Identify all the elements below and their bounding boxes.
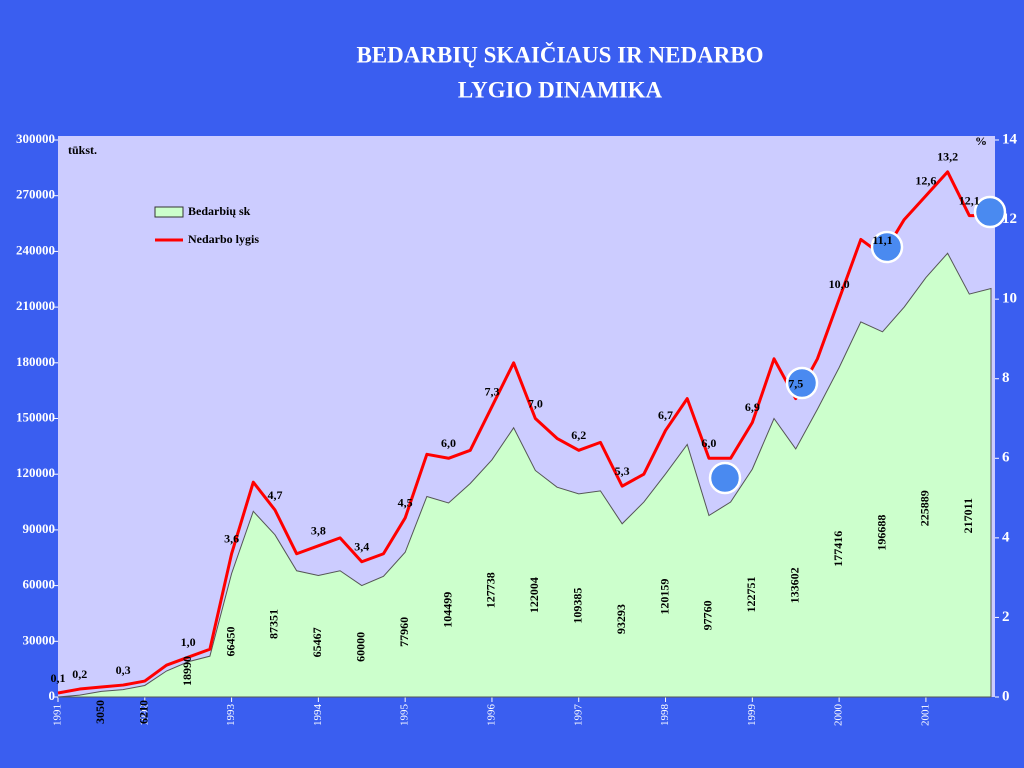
count-label: 133602 (787, 567, 801, 603)
count-label: 120159 (657, 579, 671, 615)
y-tick-label: 0 (49, 688, 56, 703)
legend-label: Bedarbių sk (188, 204, 251, 218)
y-unit: tūkst. (68, 143, 97, 157)
x-tick-label: 1995 (399, 704, 411, 727)
rate-label: 1,0 (181, 635, 196, 649)
y-tick-label: 240000 (16, 242, 55, 257)
y-tick-label: 270000 (16, 187, 55, 202)
rate-label: 13,2 (937, 150, 958, 164)
rate-label: 7,3 (484, 384, 499, 398)
y-tick-label: 60000 (23, 577, 56, 592)
count-label: 127738 (484, 572, 498, 608)
y2-unit: % (975, 134, 987, 148)
chart-title: BEDARBIŲ SKAIČIAUS IR NEDARBO (356, 41, 763, 67)
x-tick-label: 2000 (833, 704, 845, 727)
y-tick-label: 30000 (23, 632, 56, 647)
count-label: 217011 (961, 498, 975, 533)
rate-label: 11,1 (872, 233, 892, 247)
rate-label: 6,0 (441, 436, 456, 450)
y2-tick-label: 14 (1002, 131, 1018, 147)
rate-label: 6,7 (658, 408, 673, 422)
count-label: 196688 (874, 515, 888, 551)
rate-label: 7,5 (788, 376, 803, 390)
x-tick-label: 2001 (919, 704, 931, 726)
y2-tick-label: 2 (1002, 609, 1010, 625)
x-tick-label: 1992 (138, 704, 150, 726)
y-tick-label: 120000 (16, 465, 55, 480)
y-tick-label: 150000 (16, 409, 55, 424)
count-label: 122004 (527, 577, 541, 613)
x-tick-label: 1993 (225, 704, 237, 727)
rate-label: 3,8 (311, 524, 326, 538)
y2-tick-label: 10 (1002, 291, 1017, 307)
count-label: 66450 (223, 626, 237, 656)
count-label: 122751 (744, 576, 758, 612)
legend-label: Nedarbo lygis (188, 232, 259, 246)
rate-label: 3,4 (354, 539, 369, 553)
count-label: 109385 (570, 588, 584, 624)
rate-line (57, 170, 991, 695)
count-label: 18990 (180, 656, 194, 686)
highlight-circle (785, 366, 819, 400)
y2-tick-label: 6 (1002, 450, 1010, 466)
y2-tick-label: 0 (1002, 688, 1010, 704)
rate-label: 12,6 (915, 173, 936, 187)
highlight-circle (870, 230, 904, 264)
count-label: 97760 (701, 600, 715, 630)
y-tick-label: 210000 (16, 298, 55, 313)
rate-label: 10,0 (829, 277, 850, 291)
count-label: 3050 (93, 700, 107, 724)
legend-swatch (154, 206, 184, 218)
count-label: 65467 (310, 627, 324, 657)
x-tick-label: 1999 (746, 704, 758, 727)
count-label: 93293 (614, 604, 628, 634)
x-tick-label: 1996 (485, 704, 497, 727)
rate-label: 5,3 (615, 464, 630, 478)
y-tick-label: 180000 (16, 354, 55, 369)
rate-label: 6,0 (701, 436, 716, 450)
rate-label: 6,2 (571, 428, 586, 442)
count-label: 87351 (267, 609, 281, 639)
count-label: 177416 (831, 531, 845, 567)
y2-tick-label: 8 (1002, 370, 1010, 386)
highlight-circle (708, 461, 742, 495)
rate-label: 0,2 (72, 667, 87, 681)
rate-label: 3,6 (224, 532, 239, 546)
x-tick-label: 1991 (52, 704, 64, 726)
rate-label: 0,1 (51, 671, 66, 685)
y-tick-label: 300000 (16, 131, 55, 146)
rate-label: 4,7 (267, 488, 282, 502)
rate-label: 12,1 (959, 193, 980, 207)
x-tick-label: 1998 (659, 704, 671, 727)
highlight-circle (973, 195, 1007, 229)
count-label: 104499 (440, 592, 454, 628)
rate-label: 7,0 (528, 396, 543, 410)
rate-label: 0,3 (116, 663, 131, 677)
count-area (57, 252, 992, 698)
rate-label: 6,9 (745, 400, 760, 414)
x-tick-label: 1997 (572, 704, 584, 727)
rate-label: 4,5 (398, 496, 413, 510)
count-label: 60000 (354, 632, 368, 662)
chart-title: LYGIO DINAMIKA (458, 77, 663, 102)
count-label: 77960 (397, 617, 411, 647)
count-label: 225889 (918, 490, 932, 526)
y-tick-label: 90000 (23, 521, 56, 536)
y2-tick-label: 4 (1002, 529, 1010, 545)
x-tick-label: 1994 (312, 704, 324, 727)
count-label: 6210 (137, 700, 151, 724)
